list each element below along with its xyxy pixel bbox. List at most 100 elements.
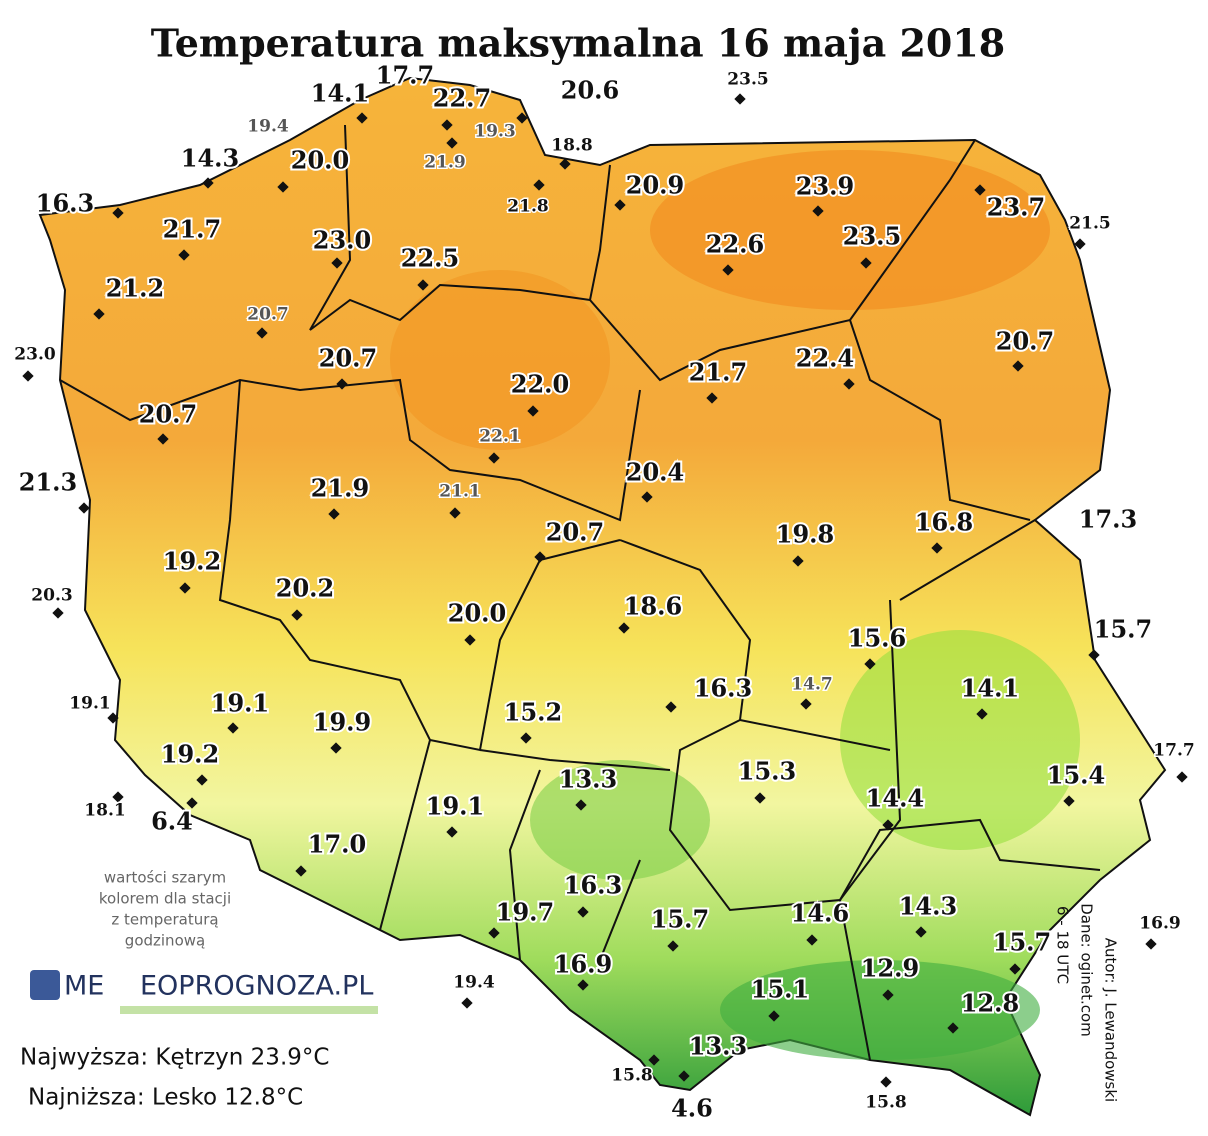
station-value: 14.3 [899,892,957,921]
station-dot [464,634,476,646]
station-dot [1176,771,1188,783]
station-value: 15.7 [993,928,1051,957]
station-dot [806,934,818,946]
logo-bar [120,1006,378,1014]
station-dot [196,774,208,786]
station-value: 15.7 [651,905,709,934]
station-value: 20.7 [247,305,288,325]
warm-area [650,150,1050,310]
station-value: 14.4 [866,784,924,813]
note-line: kolorem dla stacji [99,890,231,908]
station-dot [864,658,876,670]
station-value: 13.3 [559,765,617,794]
station-dot [202,177,214,189]
station-dot [575,799,587,811]
station-dot [800,698,812,710]
station-dot [1012,360,1024,372]
station-dot [179,582,191,594]
station-value: 17.7 [376,61,434,90]
station-value: 15.8 [611,1066,652,1086]
station-value: 21.2 [106,274,164,303]
station-value: 15.6 [848,624,906,653]
station-value: 19.1 [426,792,484,821]
station-dot [559,158,571,170]
station-value: 20.4 [626,458,684,487]
station-value: 15.3 [738,757,796,786]
station-value: 23.0 [14,345,56,365]
station-value: 23.5 [727,70,768,90]
note-line: z temperaturą [111,911,218,929]
station-dot [449,507,461,519]
station-dot [336,378,348,390]
station-dot [295,865,307,877]
station-dot [931,542,943,554]
station-dot [291,609,303,621]
station-dot [974,184,986,196]
station-dot [1074,238,1086,250]
station-value: 22.7 [433,84,491,113]
station-dot [52,607,64,619]
station-value: 23.5 [843,222,901,251]
station-dot [533,179,545,191]
station-value: 15.2 [504,698,562,727]
station-dot [915,926,927,938]
station-value: 15.7 [1094,615,1152,644]
station-dot [641,491,653,503]
station-dot [667,940,679,952]
station-value: 19.1 [69,694,110,714]
station-dot [488,927,500,939]
station-dot [446,826,458,838]
station-value: 12.8 [961,989,1019,1018]
station-dot [178,249,190,261]
station-value: 14.1 [311,79,369,108]
station-value: 20.7 [319,344,377,373]
station-value: 21.8 [507,197,548,217]
logo: ME EOPROGNOZA.PL [30,970,378,1014]
station-value: 20.6 [561,76,619,105]
station-value: 19.8 [776,520,834,549]
station-dot [520,732,532,744]
station-value: 19.4 [247,117,289,137]
station-value: 15.1 [751,975,809,1004]
facebook-icon [30,970,60,1000]
station-dot [706,392,718,404]
credit-line: Dane: oginet.com [1078,903,1096,1037]
station-dot [256,327,268,339]
station-dot [534,551,546,563]
station-value: 21.5 [1069,214,1110,234]
station-dot [882,989,894,1001]
station-dot [843,378,855,390]
station-value: 18.8 [551,136,592,156]
station-value: 14.1 [961,674,1019,703]
station-value: 15.4 [1047,761,1105,790]
station-dot [328,508,340,520]
station-dot [1063,795,1075,807]
station-value: 13.3 [689,1032,747,1061]
station-dot [722,264,734,276]
station-dot [22,370,34,382]
station-dot [1088,649,1100,661]
station-value: 20.0 [291,146,349,175]
station-value: 19.7 [496,898,554,927]
cool-area [530,760,710,880]
station-dot [577,906,589,918]
station-dot [1009,963,1021,975]
station-value: 22.6 [706,230,764,259]
station-value: 20.2 [276,574,334,603]
credits: Autor: J. Lewandowski Dane: oginet.com 6… [1054,903,1120,1102]
logo-text: ME [64,971,104,1002]
station-dot [157,433,169,445]
map-title: Temperatura maksymalna 16 maja 2018 [151,21,1005,66]
station-value: 14.7 [791,675,832,695]
station-value: 22.5 [401,244,459,273]
station-dot [947,1022,959,1034]
station-dot [860,257,872,269]
highest: Najwyższa: Kętrzyn 23.9°C [20,1045,329,1071]
logo-text: EOPROGNOZA.PL [140,971,373,1002]
station-dot [488,452,500,464]
station-dot [527,405,539,417]
station-dot [678,1070,690,1082]
station-value: 19.1 [211,689,269,718]
station-dot [768,1010,780,1022]
